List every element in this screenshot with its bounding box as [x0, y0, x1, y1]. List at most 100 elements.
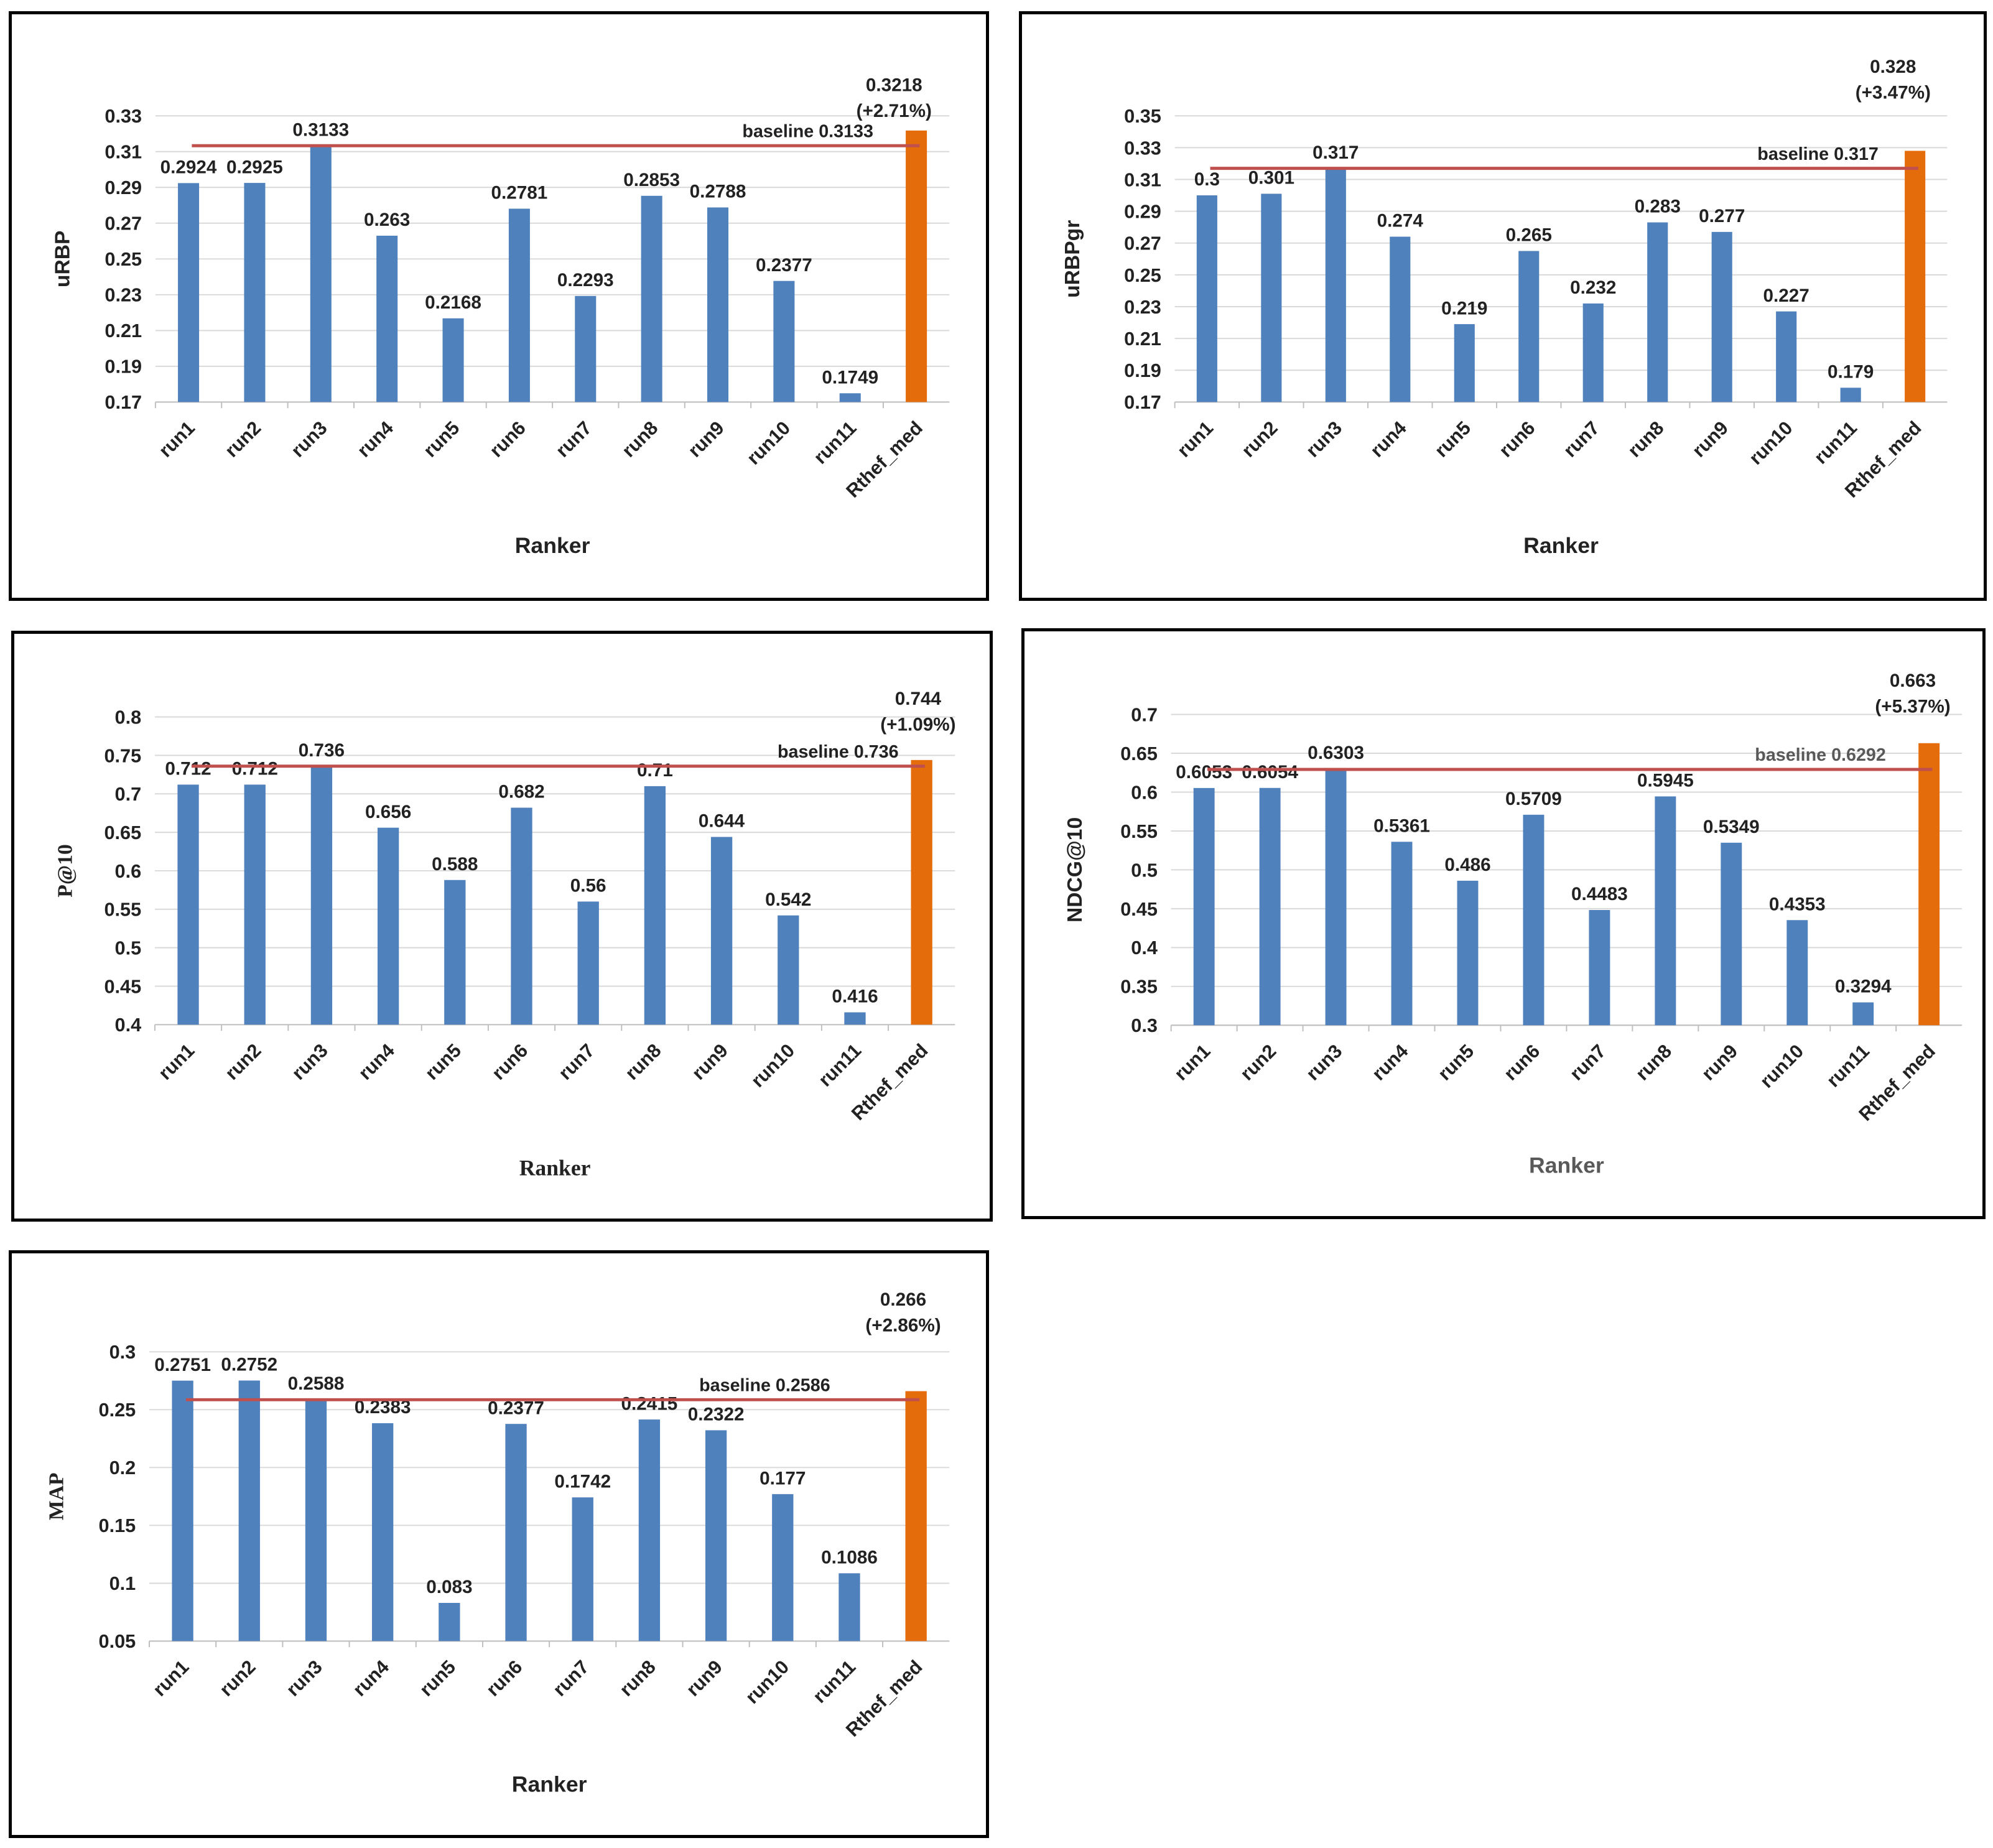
x-category-label: run5 — [1434, 1041, 1478, 1085]
chart-svg-ndcg10: 0.3 0.35 0.4 0.45 0.5 0.55 0.6 0.65 0.7 0.6053 run… — [1064, 671, 1963, 1178]
y-tick-label: 0.05 — [99, 1631, 136, 1652]
bar-value-label: 0.2293 — [557, 270, 614, 290]
bar-value-label: 0.6053 — [1176, 762, 1232, 782]
y-tick-label: 0.33 — [1124, 137, 1161, 159]
bar-value-label: 0.5945 — [1637, 771, 1694, 791]
bar-run11 — [839, 393, 861, 402]
y-tick-label: 0.6 — [1131, 782, 1158, 803]
bar-value-label: 0.3 — [1194, 169, 1220, 190]
bar-value-label: 0.179 — [1828, 362, 1874, 383]
x-category-label: run7 — [1566, 1041, 1610, 1085]
bar-run3 — [1325, 768, 1347, 1026]
bar-run9 — [1721, 842, 1742, 1026]
chart-panel-map: 0.05 0.1 0.15 0.2 0.25 0.3 0.2751 run1 0.2752 run… — [9, 1250, 989, 1838]
bar-run7 — [1582, 303, 1604, 402]
highlight-change-label: (+1.09%) — [880, 714, 955, 735]
highlight-value-label: 0.663 — [1890, 671, 1936, 691]
bar-run6 — [511, 807, 532, 1025]
x-category-label: run1 — [155, 417, 199, 462]
bar-rthef-med — [1905, 151, 1926, 402]
bar-run7 — [577, 901, 599, 1025]
x-category-label: run5 — [1431, 417, 1475, 462]
x-category-label: run2 — [221, 417, 265, 462]
x-category-label: run1 — [149, 1656, 193, 1701]
x-category-label: run4 — [353, 417, 397, 462]
bar-value-label: 0.4353 — [1769, 894, 1826, 914]
y-tick-label: 0.29 — [1124, 202, 1161, 223]
bar-value-label: 0.2415 — [621, 1393, 678, 1414]
bar-value-label: 0.6303 — [1308, 743, 1364, 763]
bar-run3 — [310, 146, 332, 402]
bar-run6 — [508, 208, 530, 402]
bar-run11 — [1852, 1002, 1874, 1026]
bar-run2 — [238, 1380, 260, 1641]
x-category-label: run2 — [1236, 1041, 1280, 1085]
y-tick-label: 0.1 — [109, 1573, 136, 1594]
y-axis-title: NDCG@10 — [1064, 817, 1087, 922]
bar-run11 — [844, 1012, 866, 1025]
bar-value-label: 0.227 — [1763, 286, 1809, 306]
bar-value-label: 0.2752 — [221, 1355, 277, 1375]
highlight-change-label: (+2.86%) — [865, 1316, 941, 1336]
bar-run7 — [572, 1497, 593, 1641]
x-category-label: run11 — [814, 1040, 865, 1091]
bar-value-label: 0.283 — [1635, 197, 1681, 217]
x-category-label: run6 — [1500, 1041, 1544, 1085]
bar-run10 — [772, 1494, 794, 1641]
bar-value-label: 0.263 — [364, 210, 410, 230]
x-category-label: run9 — [1698, 1041, 1742, 1085]
x-category-label: run10 — [743, 417, 794, 469]
y-tick-label: 0.6 — [115, 861, 142, 882]
x-category-label: run6 — [486, 417, 530, 462]
bar-run1 — [1193, 787, 1215, 1026]
x-category-label: run8 — [618, 417, 662, 462]
y-tick-label: 0.45 — [104, 976, 141, 997]
bar-value-label: 0.2751 — [154, 1355, 211, 1375]
x-category-label: run7 — [549, 1656, 593, 1701]
bar-rthef-med — [1918, 743, 1940, 1026]
x-axis-title: Ranker — [1529, 1153, 1604, 1178]
y-tick-label: 0.25 — [105, 249, 142, 270]
bar-run7 — [1589, 910, 1610, 1026]
bar-run1 — [178, 183, 200, 402]
bar-value-label: 0.265 — [1506, 225, 1552, 246]
bar-run2 — [1259, 787, 1281, 1026]
x-category-label: run11 — [809, 1656, 860, 1707]
bar-run10 — [1776, 311, 1797, 402]
bar-value-label: 0.2377 — [756, 255, 812, 276]
bar-value-label: 0.2781 — [491, 183, 548, 203]
x-axis-title: Ranker — [515, 533, 590, 558]
bar-run5 — [439, 1602, 460, 1641]
bar-run11 — [839, 1573, 860, 1641]
bar-value-label: 0.6054 — [1242, 762, 1298, 782]
bar-run5 — [444, 880, 466, 1025]
x-category-label: run8 — [616, 1656, 660, 1701]
chart-svg-urbpgr: 0.17 0.19 0.21 0.23 0.25 0.27 0.29 0.31 0.33 0.35… — [1061, 57, 1948, 558]
bar-run11 — [1840, 388, 1861, 402]
bar-run2 — [1261, 193, 1282, 402]
bar-value-label: 0.682 — [498, 782, 544, 802]
x-category-label: run9 — [684, 417, 728, 462]
bar-run10 — [1786, 920, 1808, 1026]
bar-value-label: 0.71 — [637, 760, 673, 781]
baseline-label: baseline 0.736 — [778, 742, 899, 762]
x-category-label: run5 — [421, 1040, 465, 1084]
bar-run10 — [778, 915, 799, 1025]
bar-run6 — [505, 1424, 527, 1641]
bar-run8 — [638, 1419, 661, 1641]
x-category-label: run2 — [221, 1040, 266, 1084]
baseline-label: baseline 0.3133 — [742, 121, 873, 141]
highlight-change-label: (+3.47%) — [1856, 83, 1931, 103]
x-category-label: run3 — [1302, 1041, 1346, 1085]
x-category-label: run3 — [1302, 417, 1346, 462]
y-tick-label: 0.29 — [105, 177, 142, 198]
bar-value-label: 0.232 — [1570, 277, 1616, 298]
bar-value-label: 0.317 — [1312, 142, 1359, 163]
x-category-label: run11 — [1823, 1041, 1874, 1092]
y-tick-label: 0.17 — [105, 392, 142, 413]
y-tick-label: 0.23 — [1124, 297, 1161, 318]
bar-run3 — [1325, 168, 1346, 402]
x-category-label: run10 — [747, 1040, 799, 1092]
y-tick-label: 0.5 — [1131, 860, 1158, 881]
y-tick-label: 0.4 — [1131, 937, 1158, 959]
